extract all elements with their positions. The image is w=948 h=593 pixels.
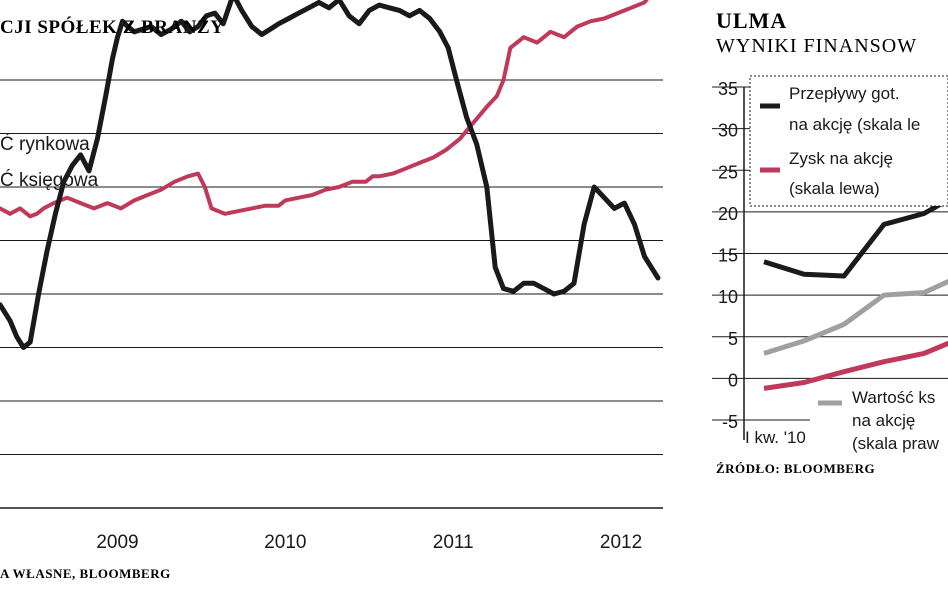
left-source: A WŁASNE, BLOOMBERG [0, 566, 171, 581]
left-x-ticks: 2009 2010 2011 2012 [96, 532, 642, 553]
legend-label-3c: (skala praw [852, 434, 940, 453]
right-chart: ULMA WYNIKI FINANSOW -5 0 5 10 15 20 25 30 35 Pr… [712, 8, 948, 476]
right-y-tick-label: 10 [718, 287, 738, 307]
right-legend-bottom: Wartość ks na akcję (skala praw [810, 386, 948, 456]
right-x-tick-label: I kw. '10 [745, 428, 806, 447]
legend-bottom-bg [810, 386, 948, 456]
left-series [0, 0, 661, 350]
legend-label-1a: Przepływy got. [789, 84, 900, 103]
right-y-tick-label: -5 [722, 412, 738, 432]
left-legend-ksiegowa: Ć księgowa [0, 169, 99, 191]
legend-label-3b: na akcję [852, 411, 915, 430]
legend-label-3a: Wartość ks [852, 388, 935, 407]
right-y-tick-label: 5 [728, 329, 738, 349]
right-y-tick-label: 35 [718, 79, 738, 99]
right-series [763, 197, 948, 391]
left-gridlines [0, 79, 663, 509]
right-series-line-cashflow [763, 197, 948, 279]
left-legend-rynkowa: Ć rynkowa [0, 133, 90, 155]
left-x-tick-label: 2011 [433, 532, 474, 553]
left-x-tick-label: 2009 [96, 532, 138, 553]
right-y-tick-label: 30 [718, 121, 738, 141]
right-y-tick-label: 20 [718, 204, 738, 224]
left-series-line-ksiegowa [0, 0, 649, 219]
legend-label-2b: (skala lewa) [789, 179, 880, 198]
right-legend: Przepływy got. na akcję (skala le Zysk n… [749, 75, 948, 207]
right-y-ticks: -5 0 5 10 15 20 25 30 35 [718, 79, 738, 432]
left-x-tick-label: 2010 [264, 532, 306, 553]
left-chart-title: CJI SPÓŁEK Z BRANŻY [0, 16, 224, 38]
left-chart: 2009 2010 2011 2012 CJI SPÓŁEK Z BRANŻY Ć r… [0, 0, 663, 581]
right-series-line-bookvalue [763, 278, 948, 356]
right-series-line-eps [763, 340, 948, 391]
right-y-tick-label: 25 [718, 162, 738, 182]
right-chart-subtitle: WYNIKI FINANSOW [716, 35, 917, 57]
legend-box [749, 75, 948, 207]
legend-label-2a: Zysk na akcję [789, 149, 893, 168]
right-y-tick-label: 15 [718, 246, 738, 266]
left-series-line-rynkowa [0, 0, 661, 350]
left-x-tick-label: 2012 [600, 532, 642, 553]
right-y-tick-label: 0 [728, 370, 738, 390]
right-source: ŹRÓDŁO: BLOOMBERG [716, 461, 875, 476]
right-chart-title: ULMA [716, 8, 787, 33]
left-legend: Ć rynkowa Ć księgowa [0, 133, 99, 191]
legend-label-1b: na akcję (skala le [789, 115, 920, 134]
